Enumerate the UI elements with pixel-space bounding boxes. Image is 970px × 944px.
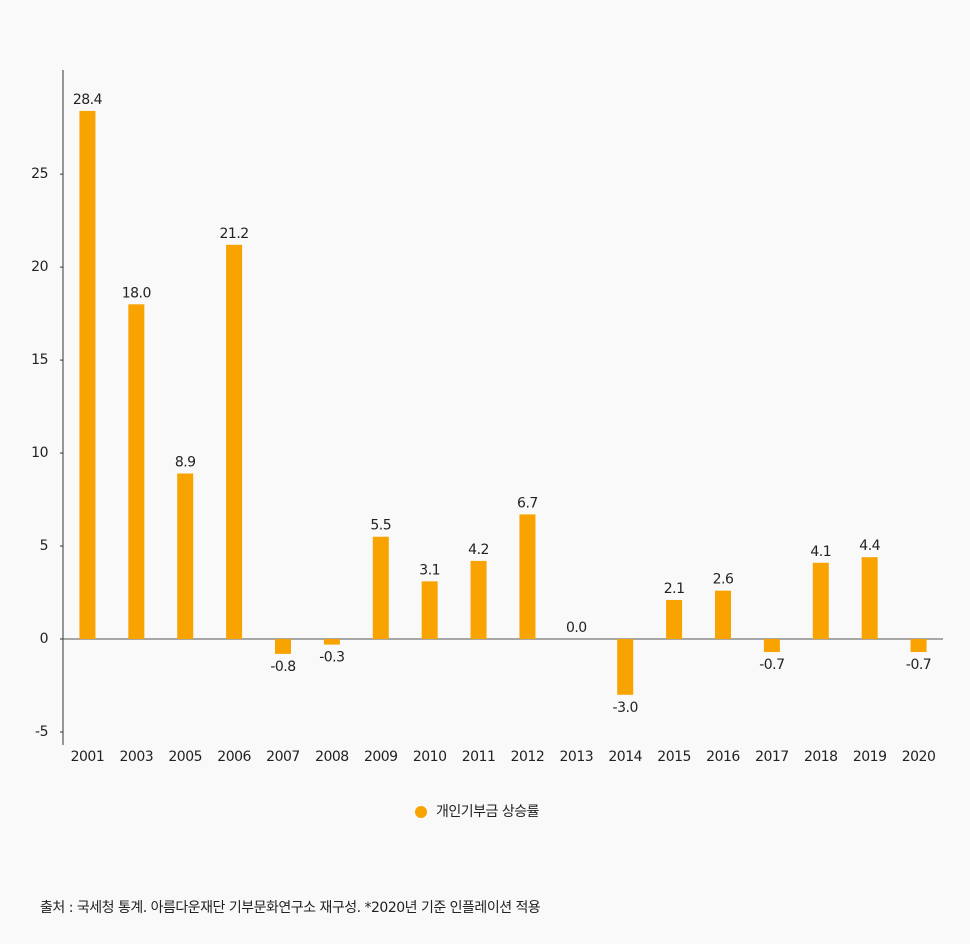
value-label: 3.1 [419, 562, 440, 578]
x-tick-label: 2020 [902, 749, 936, 765]
x-tick-label: 2003 [120, 749, 154, 765]
x-tick-label: 2008 [315, 749, 349, 765]
bar [812, 562, 829, 640]
y-tick-label: 10 [31, 445, 48, 461]
bar [372, 536, 389, 640]
x-tick-label: 2019 [853, 749, 887, 765]
bar [666, 599, 683, 640]
bar [763, 639, 780, 653]
source-note: 출처 : 국세청 통계. 아름다운재단 기부문화연구소 재구성. *2020년 … [40, 900, 541, 916]
bar [910, 639, 927, 653]
value-label: 2.1 [664, 581, 685, 597]
value-label: -0.3 [319, 650, 344, 666]
value-label: 8.9 [175, 455, 196, 471]
value-label: 5.5 [370, 518, 391, 534]
x-tick-label: 2016 [706, 749, 740, 765]
value-label: 0.0 [566, 620, 587, 636]
value-label: 4.1 [810, 544, 831, 560]
x-tick-label: 2010 [413, 749, 447, 765]
bar [715, 590, 731, 640]
bar [275, 639, 291, 654]
legend-label: 개인기부금 상승률 [436, 804, 540, 820]
value-label: 6.7 [517, 495, 538, 511]
x-tick-label: 2014 [608, 749, 642, 765]
bar [79, 110, 96, 640]
x-tick-label: 2009 [364, 749, 398, 765]
x-tick-label: 2011 [462, 749, 496, 765]
y-tick-label: 5 [40, 538, 48, 554]
y-tick-label: 15 [31, 352, 48, 368]
bar [861, 557, 878, 640]
bar [226, 244, 243, 640]
legend-swatch [415, 806, 427, 818]
y-tick-label: 20 [31, 259, 48, 275]
value-label: 21.2 [220, 226, 249, 242]
y-tick-label: 0 [40, 631, 48, 647]
value-label: -0.7 [759, 657, 784, 673]
x-tick-label: 2017 [755, 749, 789, 765]
x-tick-label: 2015 [657, 749, 691, 765]
x-tick-label: 2012 [511, 749, 545, 765]
y-tick-label: -5 [35, 724, 48, 740]
x-tick-label: 2018 [804, 749, 838, 765]
bar [421, 581, 438, 640]
bar [470, 560, 487, 640]
value-label: 28.4 [73, 92, 103, 108]
bar [519, 514, 536, 640]
bar [617, 639, 634, 695]
x-tick-label: 2013 [560, 749, 594, 765]
x-tick-label: 2005 [168, 749, 202, 765]
value-label: -0.8 [270, 659, 295, 675]
x-tick-label: 2001 [71, 749, 105, 765]
value-label: 18.0 [122, 285, 151, 301]
value-label: 4.4 [859, 538, 880, 554]
x-tick-label: 2007 [266, 749, 300, 765]
bar [323, 639, 340, 645]
bar [177, 473, 194, 640]
value-label: 2.6 [713, 572, 734, 588]
value-label: -3.0 [613, 700, 638, 716]
value-label: -0.7 [906, 657, 931, 673]
bar [128, 304, 145, 640]
y-tick-label: 25 [31, 166, 48, 182]
value-label: 4.2 [468, 542, 489, 558]
x-tick-label: 2006 [217, 749, 251, 765]
